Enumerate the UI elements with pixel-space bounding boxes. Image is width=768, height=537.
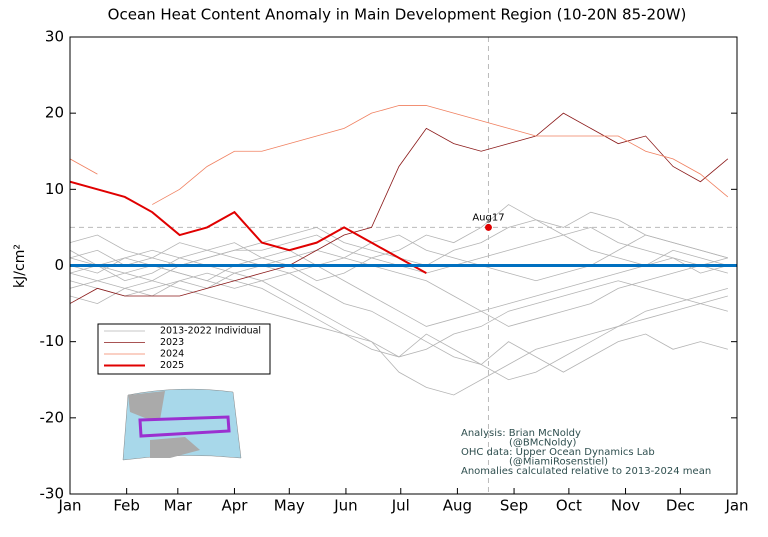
x-tick-label: Jul [391,497,410,515]
plot-frame [69,36,738,495]
legend-label: 2013-2022 Individual [160,326,261,337]
x-tick-label: May [274,497,305,515]
data-line [70,112,729,304]
data-line [70,158,98,175]
annotation-label: Aug17 [472,212,504,223]
y-tick-label: 20 [45,104,64,122]
y-tick-label: 0 [54,256,64,274]
x-tick-label: Feb [113,497,140,515]
credit-text: (@BMcNoldy) [509,438,577,449]
x-tick-label: Aug [443,497,472,515]
data-line [70,234,728,289]
data-line [70,249,728,327]
x-tick-label: Apr [221,497,248,515]
x-tick-label: Jan [57,497,81,515]
credit-text: (@MiamiRosenstiel) [509,457,608,468]
data-line [70,180,427,274]
data-line [152,105,729,205]
data-line [70,280,728,396]
data-line [70,249,728,327]
data-line [70,272,728,358]
x-tick-label: Dec [666,497,695,515]
x-tick-label: Oct [556,497,582,515]
legend-label: 2024 [160,349,184,360]
x-tick-label: Jan [724,497,748,515]
annotation-point [484,223,492,231]
x-tick-label: Mar [164,497,193,515]
data-line [70,204,728,282]
x-tick-label: Sep [500,497,528,515]
credit-text: OHC data: Upper Ocean Dynamics Lab [461,447,655,458]
x-tick-label: Jun [333,497,357,515]
map-inset [122,388,242,461]
y-tick-label: 10 [45,180,64,198]
legend-label: 2025 [160,360,184,371]
y-tick-label: -10 [40,332,65,350]
credit-text: Analysis: Brian McNoldy [461,428,581,439]
y-tick-label: -20 [40,408,65,426]
chart-title: Ocean Heat Content Anomaly in Main Devel… [108,6,687,24]
credit-text: Anomalies calculated relative to 2013-20… [461,466,711,477]
y-axis-label: kJ/cm² [12,244,28,288]
y-tick-label: 30 [45,28,64,46]
legend-label: 2023 [160,337,184,348]
x-tick-label: Nov [611,497,640,515]
y-tick-label: -30 [40,485,65,503]
